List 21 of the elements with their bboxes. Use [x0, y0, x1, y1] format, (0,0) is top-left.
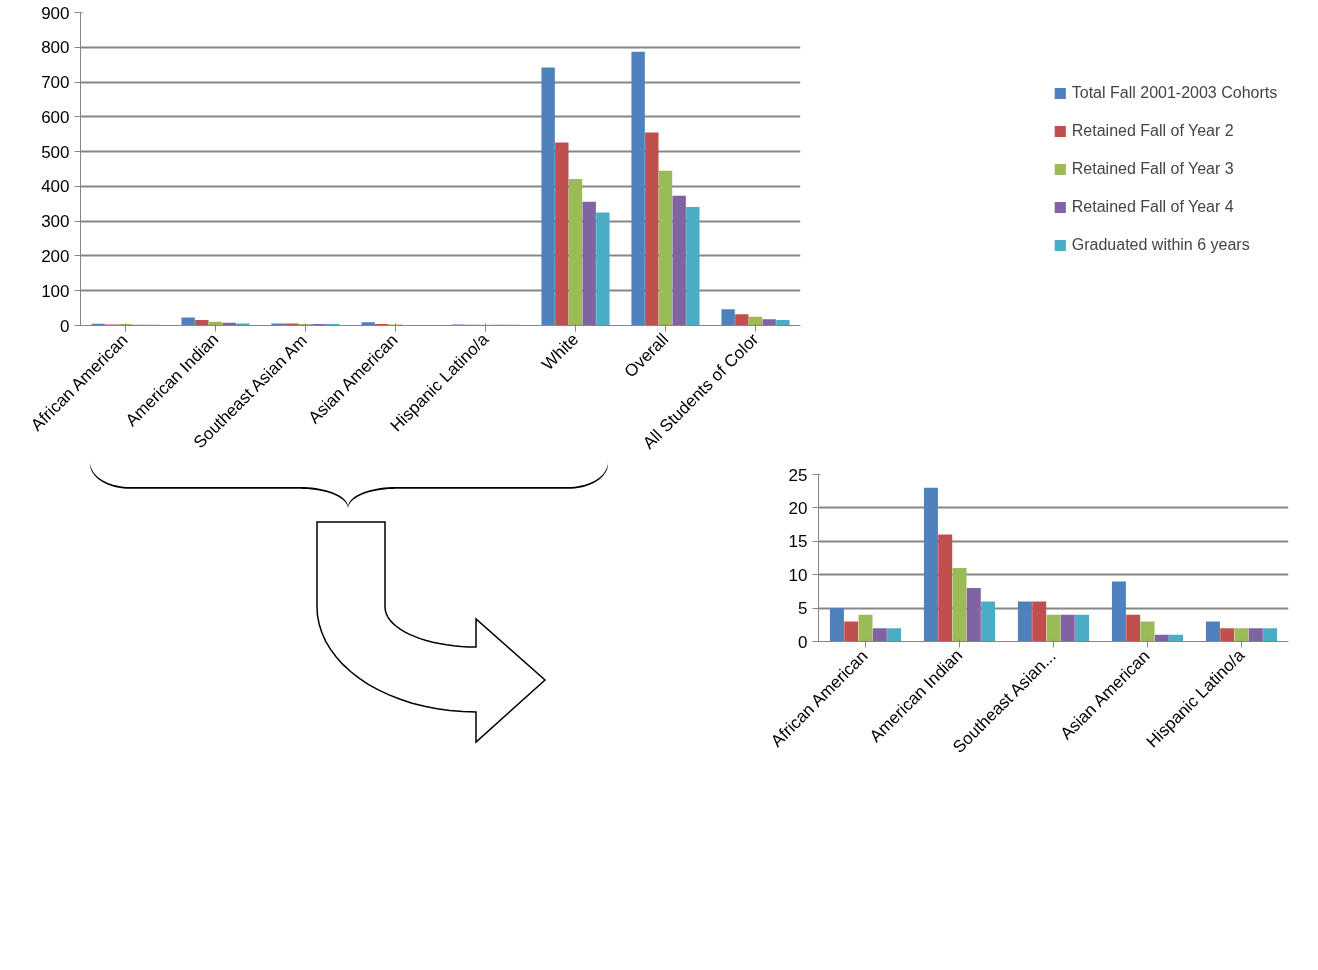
legend-label: Graduated within 6 years	[1071, 235, 1250, 254]
y-tick-label: 0	[60, 316, 70, 336]
legend-label: Total Fall 2001-2003 Cohorts	[1071, 83, 1278, 102]
legend-label: Retained Fall of Year 4	[1071, 197, 1234, 216]
legend-label: Retained Fall of Year 3	[1071, 159, 1234, 178]
y-tick-label: 20	[788, 498, 808, 518]
legend-label: Retained Fall of Year 2	[1071, 121, 1234, 140]
y-tick-label: 0	[798, 632, 808, 652]
y-tick-label: 25	[788, 465, 808, 485]
y-tick-label: 600	[41, 107, 70, 127]
y-tick-label: 900	[41, 3, 70, 23]
y-tick-label: 400	[41, 177, 70, 197]
y-tick-label: 100	[41, 281, 70, 301]
y-tick-label: 15	[788, 532, 808, 552]
y-tick-label: 500	[41, 142, 70, 162]
y-tick-label: 5	[798, 599, 808, 619]
y-tick-label: 10	[788, 565, 808, 585]
y-tick-label: 300	[41, 212, 70, 232]
y-tick-label: 800	[41, 38, 70, 58]
y-tick-label: 200	[41, 246, 70, 266]
y-tick-label: 700	[41, 73, 70, 93]
